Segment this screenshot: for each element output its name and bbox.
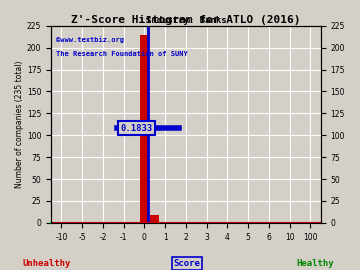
Text: 0.1833: 0.1833 xyxy=(121,124,153,133)
Text: Industry: Banks: Industry: Banks xyxy=(145,16,226,25)
Text: Score: Score xyxy=(174,259,201,268)
Text: The Research Foundation of SUNY: The Research Foundation of SUNY xyxy=(57,51,188,58)
Title: Z'-Score Histogram for ATLO (2016): Z'-Score Histogram for ATLO (2016) xyxy=(71,15,301,25)
Y-axis label: Number of companies (235 total): Number of companies (235 total) xyxy=(15,60,24,188)
Text: Healthy: Healthy xyxy=(296,259,334,268)
Text: Unhealthy: Unhealthy xyxy=(23,259,71,268)
Bar xyxy=(150,215,159,223)
Bar xyxy=(140,35,149,223)
Text: ©www.textbiz.org: ©www.textbiz.org xyxy=(57,36,125,43)
